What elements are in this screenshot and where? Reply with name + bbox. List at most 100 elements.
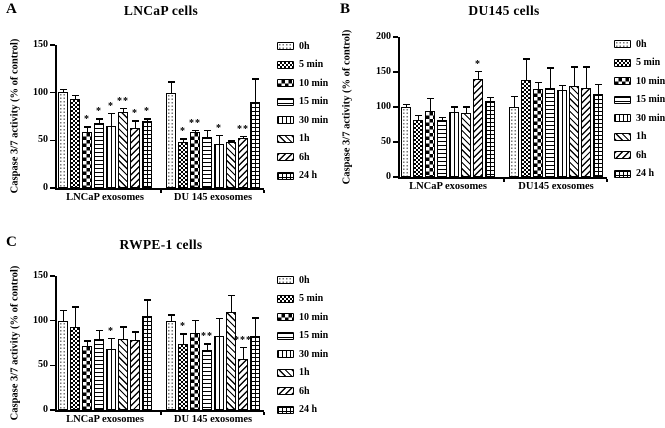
bar-1h-group2 bbox=[226, 311, 236, 410]
significance-stars: * bbox=[216, 122, 222, 134]
error-bar-cap bbox=[191, 319, 199, 322]
error-bar-stem bbox=[453, 106, 455, 112]
y-tick-label: 0 bbox=[386, 171, 391, 182]
legend-swatch-5min bbox=[277, 60, 294, 69]
error-bar-cap bbox=[582, 66, 590, 68]
chart-title: LNCaP cells bbox=[123, 3, 199, 18]
error-bar-stem bbox=[218, 134, 220, 145]
y-tick bbox=[50, 364, 55, 367]
bar-1h-group1 bbox=[118, 111, 128, 188]
y-tick-label: 150 bbox=[33, 270, 48, 281]
error-bar-cap bbox=[215, 317, 223, 320]
error-bar-cap bbox=[510, 95, 518, 98]
x-group-tick bbox=[160, 411, 162, 415]
bar-10min-group1 bbox=[82, 131, 92, 188]
x-group-tick bbox=[160, 189, 162, 193]
error-bar-stem bbox=[417, 114, 419, 121]
error-bar-stem bbox=[254, 78, 256, 103]
legend-swatch-15min bbox=[277, 97, 294, 106]
bar-24h-group2 bbox=[250, 335, 260, 410]
y-tick-label: 100 bbox=[33, 314, 48, 326]
panel-letter: C bbox=[6, 234, 17, 250]
bar-6h-group2 bbox=[238, 138, 248, 188]
panel-b-du145-cells: B DU145 cells Caspase 3/7 activity (% of… bbox=[332, 0, 665, 214]
plot-area: 0 50 100 150 * * ** * * * ** * ** * LNCaP exosomes DU 1… bbox=[0, 0, 332, 214]
panel-a-lncap-cells: A LNCaP cells Caspase 3/7 activity (% of… bbox=[0, 0, 332, 214]
error-bar-stem bbox=[206, 129, 208, 138]
error-bar-stem bbox=[98, 329, 100, 339]
bar-5min-group1 bbox=[70, 99, 80, 188]
bar-15min-group2 bbox=[545, 88, 555, 177]
error-bar-cap bbox=[131, 120, 139, 122]
error-bar-stem bbox=[86, 126, 88, 132]
error-bar-stem bbox=[122, 326, 124, 340]
y-tick bbox=[393, 36, 398, 38]
error-bar-stem bbox=[242, 346, 244, 360]
bar-30min-group1 bbox=[449, 111, 459, 177]
bar-24h-group2 bbox=[593, 94, 603, 177]
error-bar-stem bbox=[561, 84, 563, 91]
error-bar-cap bbox=[450, 106, 458, 108]
legend-swatch-5min bbox=[614, 58, 631, 67]
legend-label: 30 min bbox=[636, 112, 665, 124]
error-bar-cap bbox=[570, 66, 578, 68]
y-tick-label: 50 bbox=[38, 359, 48, 371]
y-tick bbox=[50, 139, 55, 142]
error-bar-stem bbox=[146, 299, 148, 317]
x-axis-line bbox=[55, 188, 264, 190]
error-bar-cap bbox=[203, 129, 211, 132]
y-tick bbox=[393, 106, 398, 108]
chart-title: RWPE-1 cells bbox=[119, 237, 203, 252]
legend-label: 6h bbox=[636, 149, 647, 161]
significance-stars: ** bbox=[117, 95, 129, 107]
chart-legend: 0h 5 min 10 min 15 min 30 min 1h 6h 24 h bbox=[0, 0, 332, 214]
legend-label: 24 h bbox=[299, 170, 318, 181]
legend-label: 6h bbox=[299, 385, 310, 397]
error-bar-cap bbox=[107, 337, 115, 340]
x-group-label: LNCaP exosomes bbox=[66, 414, 144, 425]
error-bar-cap bbox=[402, 103, 410, 105]
significance-stars: ** bbox=[189, 117, 201, 129]
legend-label: 1h bbox=[636, 131, 647, 142]
error-bar-stem bbox=[74, 306, 76, 327]
bar-10min-group2 bbox=[190, 333, 200, 410]
legend-swatch-5min bbox=[277, 294, 294, 303]
significance-stars: * bbox=[84, 114, 90, 126]
error-bar-cap bbox=[167, 81, 175, 83]
y-tick-label: 100 bbox=[376, 101, 391, 112]
bar-5min-group2 bbox=[178, 142, 188, 188]
error-bar-stem bbox=[110, 337, 112, 350]
legend-label: 0h bbox=[299, 40, 310, 52]
error-bar-stem bbox=[110, 112, 112, 127]
error-bar-cap bbox=[59, 88, 67, 91]
legend-label: 10 min bbox=[299, 311, 329, 323]
bar-15min-group2 bbox=[202, 137, 212, 188]
error-bar-cap bbox=[594, 83, 602, 86]
error-bar-stem bbox=[86, 340, 88, 346]
bar-6h-group1 bbox=[130, 340, 140, 410]
y-tick bbox=[50, 275, 55, 277]
y-axis-line bbox=[55, 45, 57, 188]
error-bar-cap bbox=[227, 140, 235, 142]
legend-swatch-1h bbox=[614, 132, 631, 141]
bar-5min-group1 bbox=[70, 326, 80, 410]
error-bar-cap bbox=[95, 118, 103, 120]
x-group-label: LNCaP exosomes bbox=[409, 181, 487, 192]
error-bar-cap bbox=[107, 112, 115, 115]
bar-6h-group1 bbox=[473, 79, 483, 177]
error-bar-cap bbox=[119, 107, 127, 110]
y-tick bbox=[50, 44, 55, 46]
error-bar-stem bbox=[122, 107, 124, 112]
bar-1h-group1 bbox=[118, 339, 128, 410]
error-bar-stem bbox=[465, 106, 467, 113]
bar-10min-group1 bbox=[82, 345, 92, 410]
error-bar-cap bbox=[251, 78, 259, 80]
error-bar-stem bbox=[170, 314, 172, 321]
bar-0h-group2 bbox=[166, 320, 176, 410]
error-bar-cap bbox=[239, 135, 247, 138]
error-bar-stem bbox=[585, 66, 587, 89]
error-bar-stem bbox=[182, 138, 184, 143]
error-bar-stem bbox=[597, 83, 599, 95]
legend-label: 0h bbox=[636, 38, 647, 50]
error-bar-cap bbox=[167, 314, 175, 316]
